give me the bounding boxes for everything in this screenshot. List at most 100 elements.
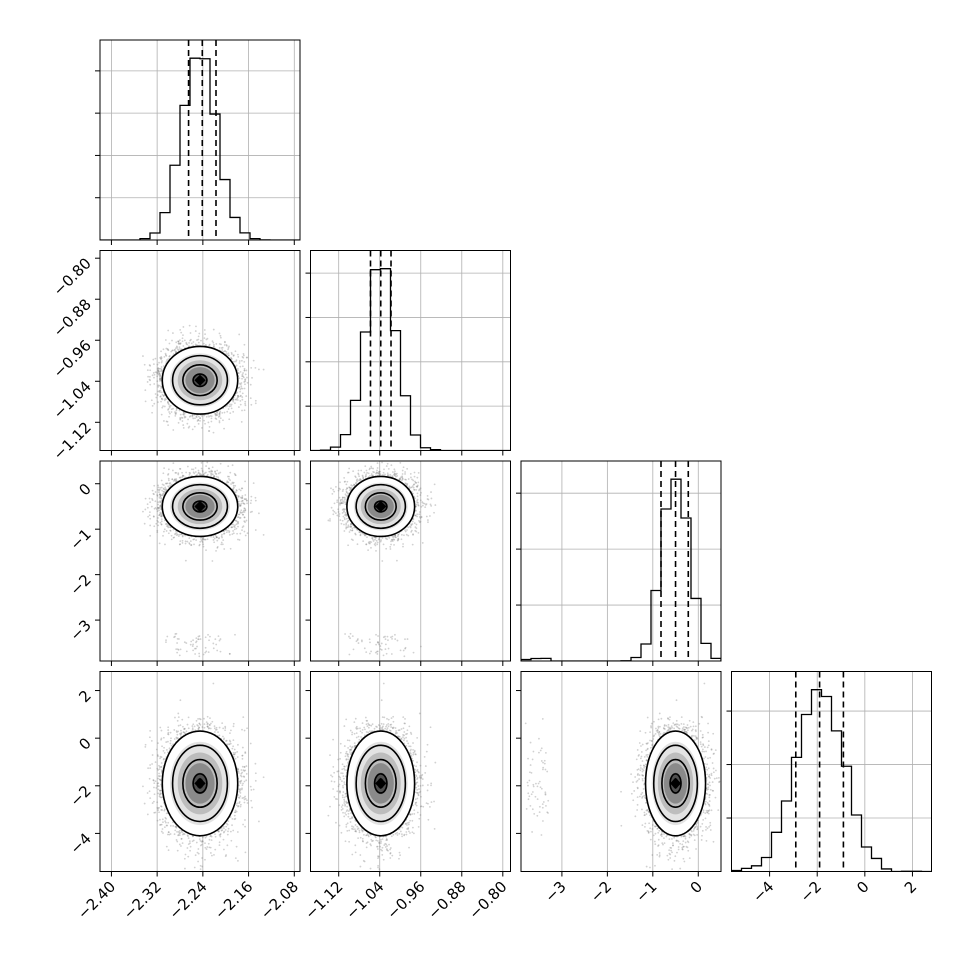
sample-point bbox=[240, 385, 243, 388]
sample-point bbox=[159, 373, 162, 376]
sample-point bbox=[230, 353, 233, 355]
sample-point bbox=[171, 339, 173, 342]
sample-point bbox=[236, 391, 238, 394]
sample-point bbox=[237, 372, 240, 375]
sample-point bbox=[233, 360, 236, 363]
sample-point bbox=[230, 357, 233, 360]
sample-point bbox=[203, 337, 206, 340]
sample-point bbox=[160, 391, 163, 394]
sample-point bbox=[183, 415, 186, 418]
sample-point bbox=[237, 386, 240, 389]
sample-point bbox=[161, 393, 164, 396]
sample-point bbox=[167, 358, 170, 361]
sample-point bbox=[160, 350, 162, 353]
sample-point bbox=[243, 409, 246, 412]
sample-point bbox=[230, 407, 233, 410]
sample-point bbox=[159, 370, 162, 373]
sample-point bbox=[234, 350, 237, 353]
sample-point bbox=[148, 375, 151, 378]
sample-point bbox=[157, 370, 160, 372]
sample-point bbox=[252, 359, 255, 362]
sample-point bbox=[210, 420, 213, 423]
sample-point bbox=[192, 341, 195, 343]
sample-point bbox=[158, 372, 161, 375]
sample-point bbox=[147, 375, 150, 378]
sample-point bbox=[177, 349, 180, 352]
sample-point bbox=[237, 406, 240, 408]
sample-point bbox=[188, 345, 190, 348]
sample-point bbox=[228, 345, 230, 348]
sample-point bbox=[190, 342, 193, 345]
sample-point bbox=[161, 406, 164, 409]
sample-point bbox=[186, 422, 189, 425]
scatter-panel-1-0 bbox=[95, 250, 301, 456]
sample-point bbox=[207, 421, 210, 424]
sample-point bbox=[223, 340, 226, 343]
sample-point bbox=[151, 411, 153, 414]
sample-point bbox=[149, 383, 152, 386]
sample-point bbox=[262, 368, 265, 371]
sample-point bbox=[224, 350, 227, 352]
sample-point bbox=[157, 385, 160, 388]
sample-point bbox=[249, 383, 252, 386]
sample-point bbox=[254, 402, 257, 405]
sample-point bbox=[160, 400, 162, 403]
sample-point bbox=[197, 422, 200, 425]
sample-point bbox=[218, 332, 221, 335]
sample-point bbox=[167, 402, 170, 405]
sample-point bbox=[158, 391, 161, 393]
sample-point bbox=[241, 356, 244, 358]
sample-point bbox=[242, 376, 245, 379]
sample-point bbox=[199, 417, 201, 420]
sample-point bbox=[156, 363, 159, 366]
sample-point bbox=[187, 418, 189, 421]
sample-point bbox=[241, 398, 244, 401]
sample-point bbox=[157, 369, 160, 372]
sample-point bbox=[227, 354, 230, 357]
sample-point bbox=[228, 405, 231, 408]
histogram-panel-0 bbox=[95, 39, 301, 245]
sample-point bbox=[214, 417, 217, 420]
sample-point bbox=[152, 372, 155, 374]
sample-point bbox=[175, 345, 178, 348]
sample-point bbox=[181, 420, 184, 422]
sample-point bbox=[239, 390, 242, 393]
sample-point bbox=[175, 409, 178, 412]
sample-point bbox=[227, 347, 230, 349]
sample-point bbox=[229, 412, 232, 415]
sample-point bbox=[213, 345, 215, 348]
sample-point bbox=[167, 409, 169, 411]
sample-point bbox=[154, 357, 157, 360]
sample-point bbox=[158, 379, 161, 382]
sample-point bbox=[160, 387, 163, 390]
sample-point bbox=[203, 329, 206, 331]
sample-point bbox=[146, 369, 149, 372]
sample-point bbox=[168, 411, 171, 413]
sample-point bbox=[234, 402, 236, 405]
sample-point bbox=[168, 403, 170, 406]
sample-point bbox=[184, 416, 187, 418]
sample-point bbox=[228, 418, 231, 421]
sample-point bbox=[160, 379, 162, 382]
sample-point bbox=[162, 365, 165, 367]
sample-point bbox=[223, 344, 226, 346]
sample-point bbox=[245, 395, 248, 397]
sample-point bbox=[154, 371, 157, 374]
sample-point bbox=[230, 356, 232, 359]
sample-point bbox=[205, 338, 208, 341]
sample-point bbox=[246, 356, 248, 359]
sample-point bbox=[236, 397, 239, 400]
sample-point bbox=[179, 417, 182, 420]
sample-point bbox=[230, 403, 233, 406]
sample-point bbox=[177, 340, 180, 343]
sample-point bbox=[142, 355, 144, 357]
sample-point bbox=[163, 355, 166, 358]
sample-point bbox=[167, 349, 170, 352]
sample-point bbox=[148, 364, 151, 366]
sample-point bbox=[183, 416, 186, 419]
sample-point bbox=[188, 324, 191, 327]
sample-point bbox=[232, 354, 235, 357]
panel-frame bbox=[99, 39, 301, 241]
sample-point bbox=[160, 413, 163, 416]
